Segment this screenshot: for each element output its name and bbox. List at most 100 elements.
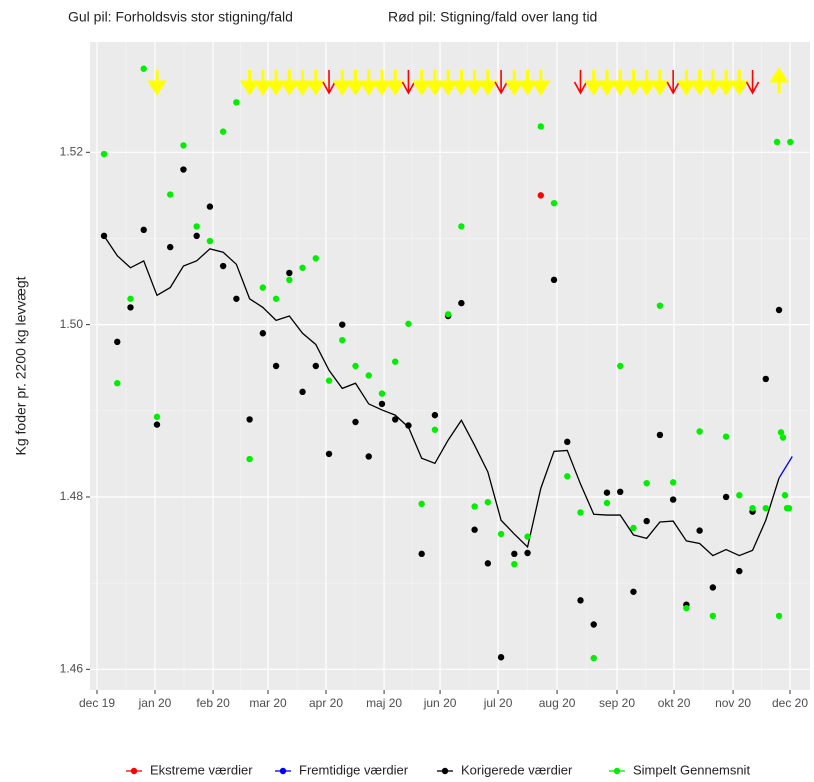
point: [365, 453, 372, 460]
point: [418, 500, 425, 508]
point: [312, 255, 319, 262]
point: [603, 499, 611, 507]
x-tick-label: aug 20: [539, 696, 576, 710]
point: [405, 422, 412, 429]
point: [709, 612, 717, 620]
point: [511, 550, 518, 558]
signal-arrow: [666, 70, 680, 95]
signal-arrow: [716, 70, 736, 96]
point: [418, 550, 425, 558]
point: [140, 65, 147, 72]
signal-arrow: [451, 70, 472, 96]
point: [781, 492, 789, 499]
signal-arrow: [610, 70, 630, 96]
point: [524, 549, 531, 557]
point: [524, 533, 531, 540]
signal-arrow: [266, 70, 286, 96]
x-tick-label: jun 20: [423, 696, 457, 710]
point: [762, 375, 769, 383]
point: [564, 438, 571, 446]
point: [339, 336, 346, 344]
annotation: Gul pil: Forholdsvis stor stigning/fald: [68, 9, 293, 25]
annotation: Rød pil: Stigning/fald over lang tid: [388, 9, 597, 25]
x-tick-label: dec 20: [772, 696, 808, 710]
point: [773, 138, 781, 146]
point: [378, 390, 386, 397]
signal-arrow: [345, 70, 366, 96]
point: [484, 560, 492, 567]
signal-arrow: [531, 70, 551, 96]
x-tick-label: sep 20: [599, 696, 635, 710]
point: [617, 362, 624, 370]
point: [564, 473, 571, 480]
point: [696, 527, 703, 534]
signal-arrow: [650, 70, 670, 96]
signal-arrow: [636, 70, 657, 96]
point: [762, 504, 769, 512]
trend-line: [778, 456, 793, 479]
signal-arrow: [401, 70, 416, 95]
point: [630, 524, 637, 532]
signal-arrow: [573, 70, 588, 95]
point: [206, 203, 214, 210]
signal-arrow: [464, 70, 485, 96]
signal-arrow: [689, 70, 710, 96]
point: [127, 295, 134, 302]
signal-arrow: [676, 70, 697, 96]
point: [630, 588, 637, 595]
legend-dot: [130, 767, 138, 775]
y-tick-label: 1.46: [60, 661, 84, 675]
legend-dot: [441, 767, 449, 775]
point: [779, 434, 787, 441]
point: [140, 226, 147, 234]
point: [339, 321, 346, 328]
y-tick-label: 1.50: [60, 317, 84, 331]
point: [617, 488, 624, 496]
x-tick-label: dec 19: [79, 696, 115, 710]
point: [431, 411, 439, 419]
x-tick-label: jul 20: [483, 696, 513, 710]
point: [603, 489, 611, 496]
point: [259, 284, 267, 291]
legend-label: Simpelt Gennemsnit: [633, 762, 750, 777]
point: [246, 416, 253, 423]
point: [219, 128, 227, 135]
x-tick-label: feb 20: [196, 696, 230, 710]
point: [775, 612, 783, 620]
signal-arrow: [703, 70, 723, 96]
y-axis-label: Kg foder pr. 2200 kg levvægt: [13, 276, 29, 455]
point: [537, 123, 544, 130]
signal-arrow: [769, 67, 789, 93]
point: [643, 517, 650, 525]
x-tick-label: nov 20: [715, 696, 751, 710]
point: [193, 232, 200, 240]
point: [590, 654, 597, 662]
point: [180, 166, 187, 173]
y-tick-label: 1.48: [60, 489, 84, 503]
point: [392, 416, 399, 423]
point: [590, 621, 597, 628]
signal-arrow: [306, 70, 326, 96]
point: [722, 433, 730, 440]
point: [537, 192, 544, 199]
signal-arrow: [332, 70, 352, 96]
point: [471, 503, 478, 510]
signal-arrow: [253, 70, 273, 96]
point: [378, 400, 386, 408]
signal-arrow: [478, 70, 498, 96]
y-tick-label: 1.52: [60, 144, 84, 158]
point: [577, 509, 584, 516]
point: [736, 492, 743, 499]
point: [577, 597, 584, 604]
point: [246, 455, 253, 463]
point: [325, 450, 333, 458]
signal-arrow: [504, 70, 525, 96]
legend-label: Ekstreme værdier: [150, 762, 253, 777]
point: [352, 362, 359, 370]
point: [392, 358, 399, 365]
point: [405, 320, 412, 327]
signal-arrow: [438, 70, 458, 96]
point: [365, 372, 372, 379]
point: [286, 269, 293, 277]
